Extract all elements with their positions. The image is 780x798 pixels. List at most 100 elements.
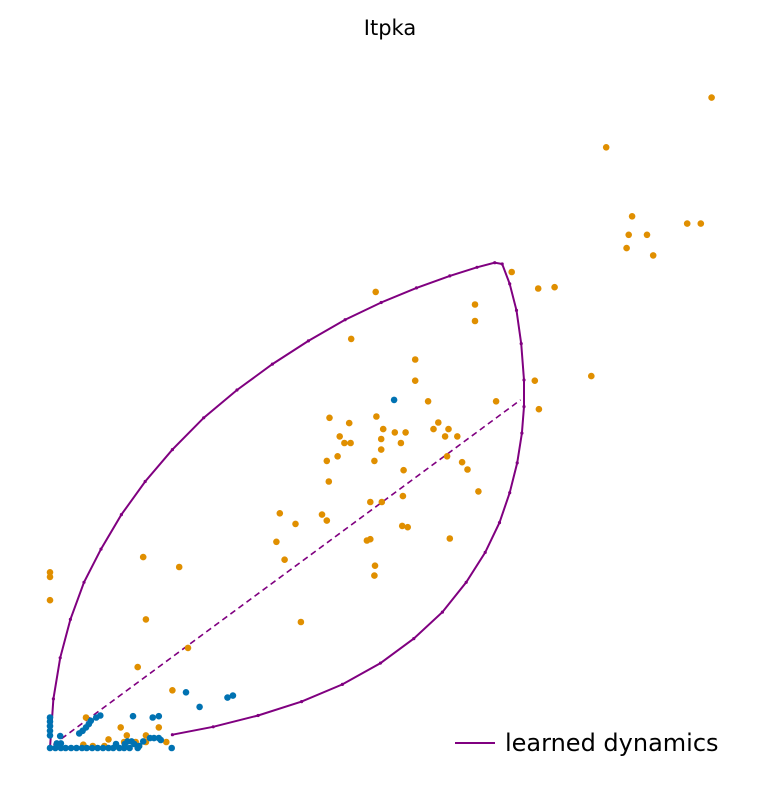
orange-data-point: [336, 433, 344, 440]
blue-data-point: [56, 732, 64, 740]
blue-data-point: [67, 744, 75, 752]
orange-data-point: [628, 213, 636, 220]
orange-data-point: [377, 446, 385, 453]
blue-data-point: [97, 712, 104, 719]
curve-point: [68, 617, 72, 622]
orange-data-point: [535, 405, 543, 413]
orange-data-point: [534, 285, 542, 292]
orange-data-point: [297, 618, 305, 626]
orange-data-point: [325, 478, 333, 485]
curve-point: [440, 610, 444, 614]
orange-data-point: [531, 377, 539, 385]
blue-data-point: [157, 736, 165, 744]
blue-data-point: [126, 744, 133, 752]
curve-point: [522, 378, 526, 382]
orange-data-point: [46, 573, 54, 581]
blue-data-point: [105, 744, 112, 752]
curve-point: [119, 513, 123, 517]
blue-data-point: [99, 744, 107, 752]
orange-data-point: [117, 724, 124, 731]
curve-point: [300, 700, 304, 704]
blue-data-point: [229, 692, 237, 699]
curve-point: [497, 521, 502, 525]
orange-data-point: [347, 335, 355, 343]
blue-data-point: [46, 727, 54, 735]
orange-data-point: [46, 596, 54, 604]
orange-data-point: [492, 398, 500, 405]
orange-data-point: [341, 439, 348, 447]
blue-data-point: [116, 744, 123, 752]
orange-data-point: [602, 144, 610, 151]
curve-point: [514, 308, 519, 312]
blue-data-point: [94, 744, 101, 752]
orange-data-point: [142, 616, 150, 623]
blue-data-point: [109, 744, 117, 752]
orange-data-point: [139, 553, 147, 561]
orange-data-point: [134, 663, 141, 671]
curve-point: [378, 661, 383, 665]
blue-data-point: [120, 744, 128, 752]
orange-data-point: [377, 435, 385, 443]
curve-point: [270, 362, 274, 366]
blue-data-point: [390, 396, 398, 404]
blue-data-point: [78, 744, 86, 752]
orange-data-point: [123, 732, 131, 739]
blue-data-point: [196, 703, 203, 711]
orange-data-point: [155, 724, 163, 731]
orange-data-point: [276, 510, 284, 517]
orange-data-point: [281, 556, 288, 563]
orange-data-point: [367, 498, 374, 506]
curve-point: [464, 580, 468, 584]
curve-point: [475, 265, 479, 269]
blue-data-point: [46, 718, 54, 725]
orange-data-point: [411, 356, 419, 363]
curve-point: [508, 282, 512, 286]
curve-point: [508, 491, 512, 495]
curve-point: [256, 713, 260, 718]
blue-data-point: [224, 694, 231, 701]
orange-data-point: [363, 537, 371, 544]
curve-point: [412, 637, 416, 641]
orange-data-point: [82, 714, 90, 721]
blue-data-point: [75, 730, 83, 737]
blue-data-point: [46, 744, 54, 752]
curve-point: [235, 388, 239, 392]
orange-data-point: [649, 252, 657, 259]
curve-point: [500, 262, 504, 266]
blue-data-point: [46, 732, 54, 739]
orange-data-point: [458, 458, 466, 466]
blue-data-point: [146, 734, 154, 742]
dashed-trend-line: [52, 399, 522, 746]
orange-data-point: [397, 439, 405, 447]
orange-data-point: [400, 466, 407, 474]
blue-data-point: [168, 744, 175, 752]
curve-point: [414, 286, 419, 290]
blue-data-point: [46, 722, 54, 730]
orange-data-point: [508, 268, 515, 276]
orange-data-point: [371, 457, 378, 465]
orange-data-point: [402, 429, 409, 436]
orange-data-point: [551, 283, 558, 291]
curve-point: [58, 656, 62, 660]
orange-data-point: [471, 301, 479, 308]
orange-data-point: [697, 220, 705, 227]
blue-data-point: [155, 712, 163, 720]
orange-data-point: [273, 538, 280, 546]
curve-point: [51, 697, 56, 701]
curve-point: [519, 342, 523, 346]
orange-data-point: [334, 453, 341, 460]
orange-data-point: [379, 425, 387, 433]
blue-data-point: [53, 740, 61, 747]
plot-area: [46, 94, 715, 752]
blue-data-point: [83, 744, 90, 752]
blue-data-point: [182, 689, 190, 696]
blue-data-point: [88, 744, 96, 752]
orange-data-point: [46, 569, 54, 576]
orange-data-point: [441, 433, 449, 440]
orange-data-point: [378, 498, 386, 506]
curve-point: [448, 274, 452, 278]
orange-data-point: [105, 736, 112, 743]
orange-data-point: [625, 231, 632, 239]
orange-data-point: [391, 429, 399, 436]
curve-point: [170, 733, 174, 737]
